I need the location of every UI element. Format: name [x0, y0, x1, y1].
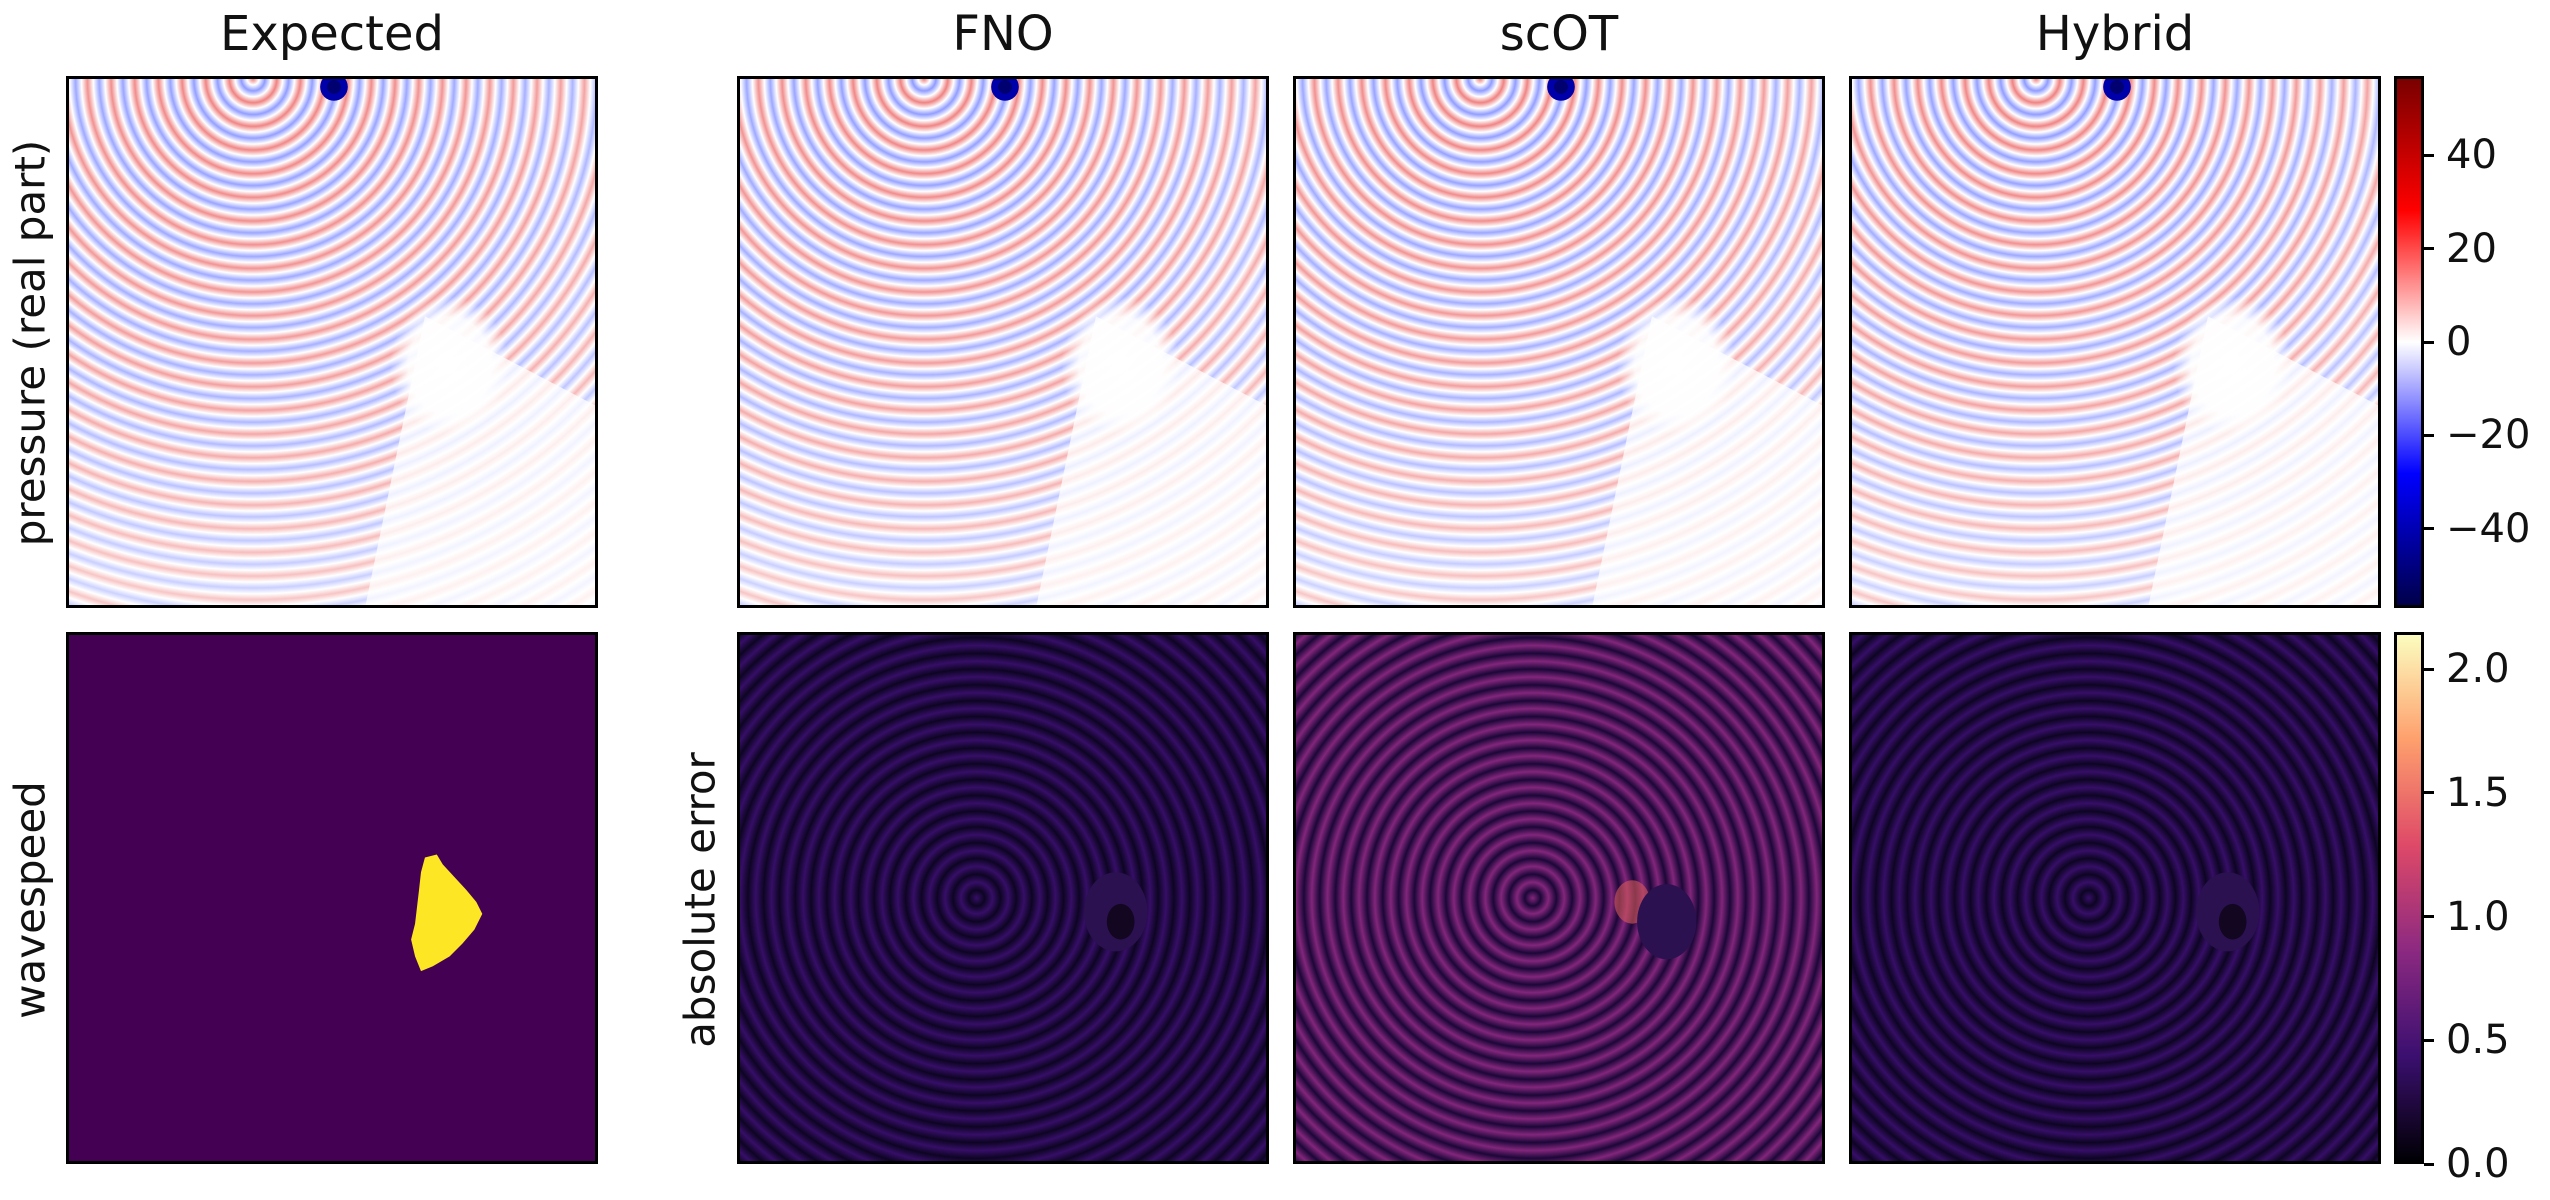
pressure-tick-label: 20 — [2446, 225, 2497, 272]
pressure-tick-label: 0 — [2446, 319, 2472, 365]
column-title-fno: FNO — [952, 6, 1054, 62]
pressure-field-scot — [1296, 79, 1822, 605]
pressure-tick-mark — [2424, 340, 2434, 344]
expected-pressure-panel — [66, 76, 598, 608]
pressure-tick-mark — [2424, 247, 2434, 251]
scot-error-panel — [1293, 632, 1825, 1164]
row-label-pressure: pressure (real part) — [5, 139, 55, 547]
fno-error-panel — [737, 632, 1269, 1164]
fno-pressure-panel — [737, 76, 1269, 608]
column-title-expected: Expected — [220, 6, 444, 62]
error-tick-label: 0.5 — [2446, 1017, 2510, 1064]
row-label-absolute-error: absolute error — [675, 752, 725, 1048]
error-tick-label: 0.0 — [2446, 1141, 2510, 1187]
error-map-fno — [740, 635, 1266, 1161]
error-tick-mark — [2424, 667, 2434, 671]
wavespeed-background — [69, 635, 595, 1161]
pressure-tick-mark — [2424, 527, 2434, 531]
pressure-colorbar — [2394, 76, 2424, 608]
pressure-field-hybrid — [1852, 79, 2378, 605]
column-title-scot: scOT — [1499, 6, 1619, 62]
pressure-field-fno — [740, 79, 1266, 605]
error-tick-label: 2.0 — [2446, 646, 2510, 693]
hybrid-pressure-panel — [1849, 76, 2381, 608]
wavespeed-panel — [66, 632, 598, 1164]
pressure-tick-label: −40 — [2446, 505, 2531, 552]
error-tick-mark — [2424, 791, 2434, 795]
row-label-wavespeed: wavespeed — [5, 781, 55, 1019]
column-title-hybrid: Hybrid — [2035, 6, 2195, 62]
error-tick-mark — [2424, 1162, 2434, 1166]
error-map-hybrid — [1852, 635, 2378, 1161]
wavespeed-inclusion — [411, 854, 483, 972]
pressure-tick-label: −20 — [2446, 412, 2531, 459]
wavespeed-map — [69, 635, 595, 1161]
error-tick-mark — [2424, 915, 2434, 919]
error-colorbar — [2394, 632, 2424, 1164]
scot-pressure-panel — [1293, 76, 1825, 608]
hybrid-error-panel — [1849, 632, 2381, 1164]
pressure-tick-mark — [2424, 153, 2434, 157]
error-map-scot — [1296, 635, 1822, 1161]
pressure-tick-mark — [2424, 433, 2434, 437]
pressure-field-expected — [69, 79, 595, 605]
pressure-tick-label: 40 — [2446, 132, 2497, 179]
error-tick-label: 1.5 — [2446, 769, 2510, 816]
error-tick-label: 1.0 — [2446, 893, 2510, 940]
error-tick-mark — [2424, 1038, 2434, 1042]
